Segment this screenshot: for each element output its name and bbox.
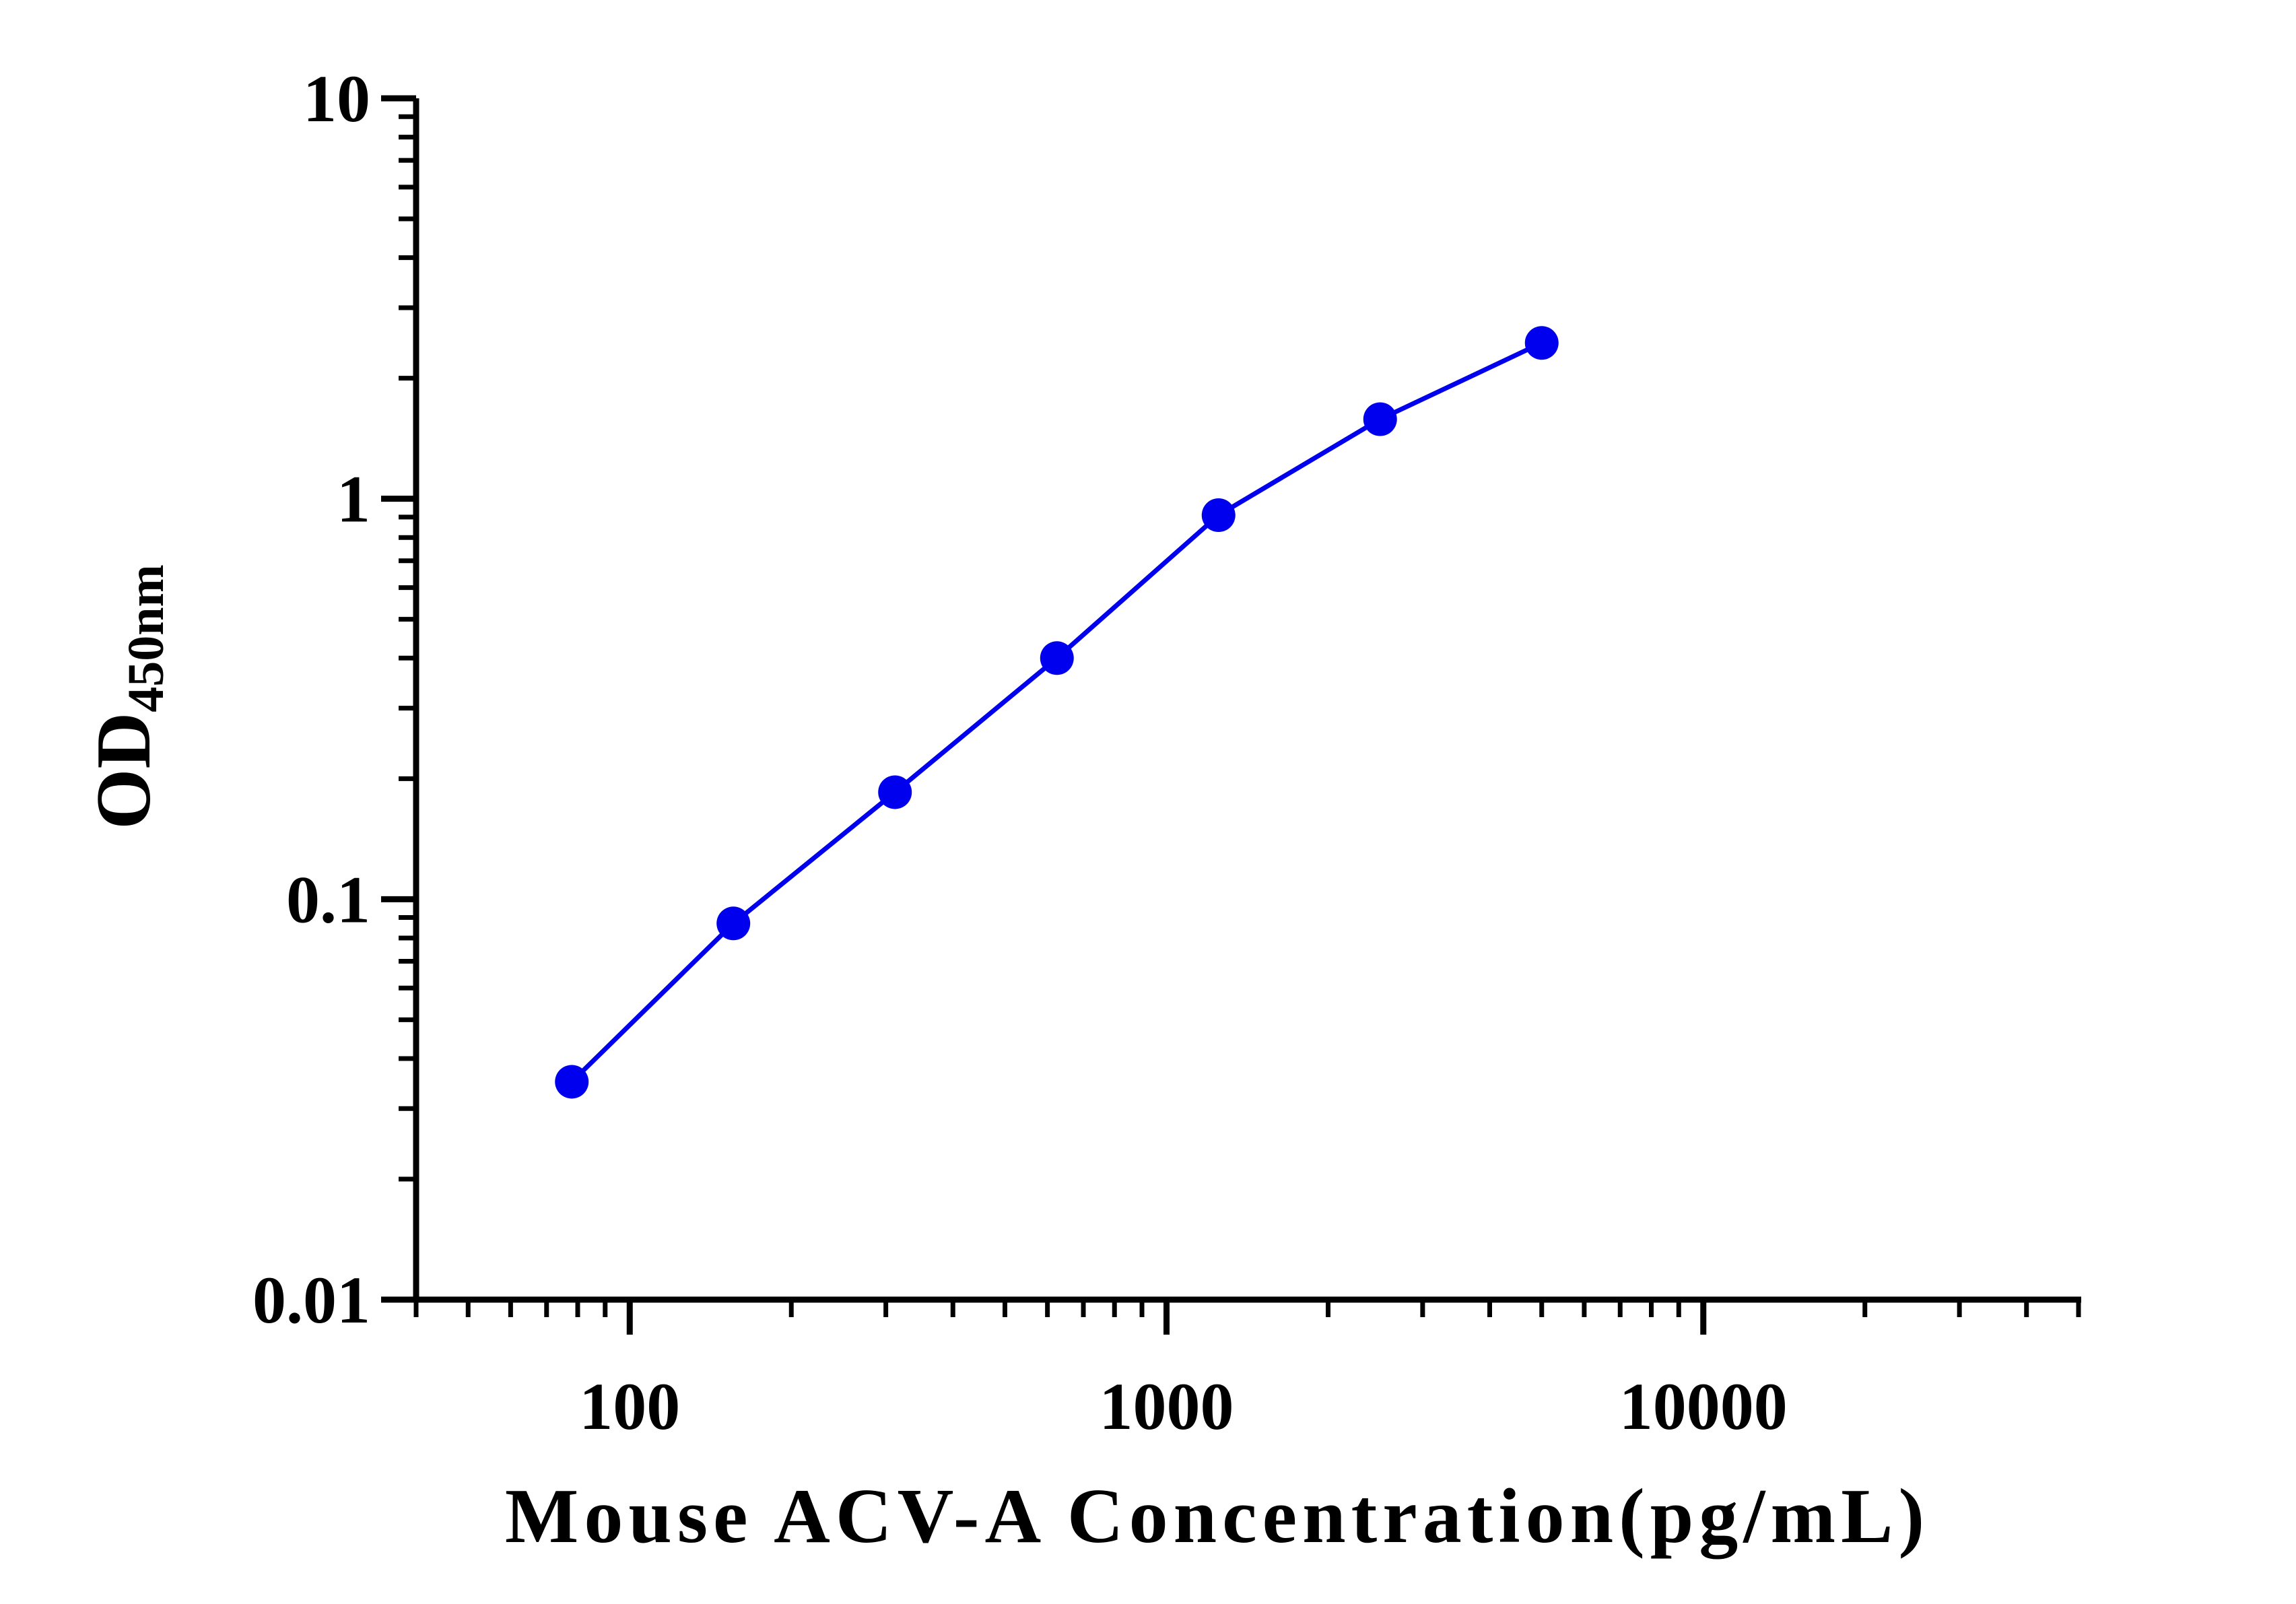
data-point — [1363, 402, 1397, 436]
series — [555, 326, 1559, 1099]
x-tick-label: 1000 — [1100, 1369, 1234, 1444]
y-tick-label: 1 — [337, 462, 370, 537]
y-axis-title-main: OD — [81, 712, 167, 830]
data-point — [1040, 641, 1074, 675]
y-tick-label: 10 — [303, 61, 370, 136]
y-axis-title-sub: 450nm — [118, 564, 174, 712]
data-point — [716, 906, 751, 941]
x-axis-title: Mouse ACV-A Concentration(pg/mL) — [505, 1473, 1930, 1560]
axes — [413, 98, 2081, 1303]
tick-labels: 0.01 0.1 1 10 100 1000 10000 — [252, 61, 1788, 1444]
data-point — [878, 775, 912, 809]
y-axis-title: OD450nm — [81, 564, 174, 830]
data-point — [1524, 326, 1559, 360]
data-point — [1201, 498, 1236, 533]
data-point — [555, 1065, 589, 1099]
x-tick-label: 10000 — [1619, 1369, 1788, 1444]
ticks — [381, 95, 2081, 1335]
y-tick-label: 0.1 — [286, 862, 370, 937]
y-tick-label: 0.01 — [252, 1263, 370, 1337]
x-tick-label: 100 — [579, 1369, 680, 1444]
series-line — [570, 341, 1543, 1083]
